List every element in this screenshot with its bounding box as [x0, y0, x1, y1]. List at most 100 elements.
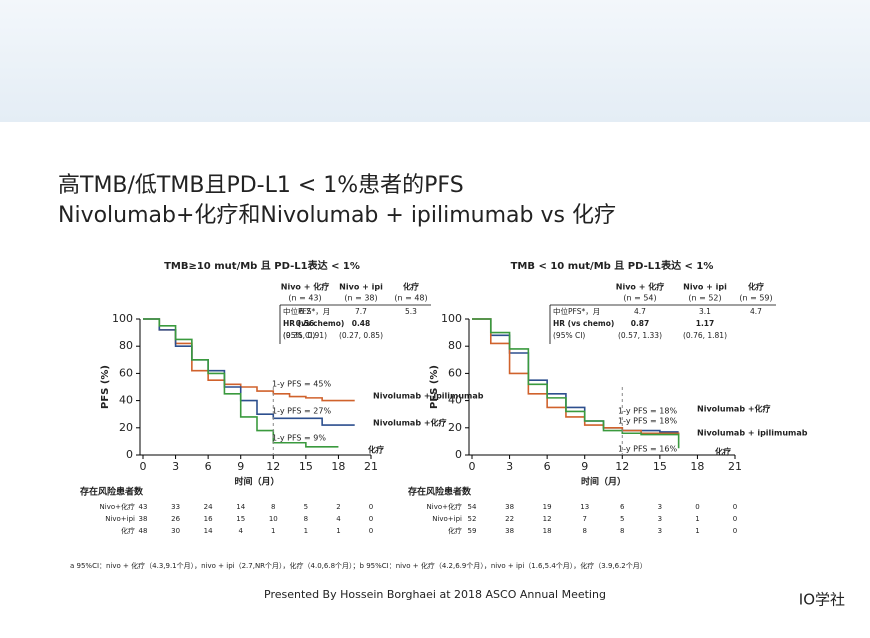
- risk-count: 5: [620, 515, 624, 523]
- risk-count: 33: [171, 503, 180, 511]
- risk-count: 1: [695, 515, 699, 523]
- km-curve: [143, 318, 355, 426]
- risk-count: 0: [733, 515, 737, 523]
- slide-body: [0, 122, 870, 638]
- risk-count: 13: [580, 503, 589, 511]
- stats-header-n: (n = 43): [288, 294, 321, 303]
- x-axis-label: 时间（月）: [234, 476, 279, 488]
- annotation: 1-y PFS = 16%: [618, 445, 677, 454]
- risk-count: 0: [695, 503, 699, 511]
- stats-header: 化疗: [403, 282, 419, 292]
- risk-count: 59: [468, 527, 477, 535]
- title-line: Nivolumab+化疗和Nivolumab + ipilimumab vs 化…: [58, 203, 616, 228]
- risk-count: 7: [582, 515, 586, 523]
- risk-count: 14: [204, 527, 213, 535]
- x-tick-label: 3: [172, 460, 179, 473]
- watermark: IO学社: [799, 591, 845, 609]
- x-tick-label: 12: [615, 460, 629, 473]
- x-tick-label: 21: [728, 460, 742, 473]
- chart-title: TMB < 10 mut/Mb 且 PD-L1表达 < 1%: [511, 259, 714, 272]
- risk-count: 16: [204, 515, 213, 523]
- risk-count: 3: [658, 527, 662, 535]
- y-axis-label: PFS (%): [429, 365, 440, 409]
- risk-count: 19: [543, 503, 552, 511]
- annotation: 1-y PFS = 27%: [272, 407, 331, 416]
- risk-count: 26: [171, 515, 180, 523]
- risk-name: Nivo+ipi: [105, 515, 135, 523]
- risk-count: 0: [733, 527, 737, 535]
- stats-header: Nivo + ipi: [339, 283, 383, 292]
- annotation: 1-y PFS = 45%: [272, 380, 331, 389]
- y-tick-label: 80: [448, 339, 462, 352]
- stats-label: 中位PFS*，月: [283, 306, 330, 316]
- x-tick-label: 15: [653, 460, 667, 473]
- km-curve: [472, 318, 680, 435]
- y-tick-label: 100: [112, 312, 133, 325]
- y-tick-label: 20: [119, 421, 133, 434]
- x-tick-label: 0: [140, 460, 147, 473]
- x-tick-label: 6: [205, 460, 212, 473]
- risk-count: 0: [369, 527, 373, 535]
- y-tick-label: 80: [119, 339, 133, 352]
- y-axis-label: PFS (%): [100, 365, 111, 409]
- x-tick-label: 12: [266, 460, 280, 473]
- series-label: Nivolumab + ipilimumab: [373, 392, 484, 401]
- risk-name: Nivo+ipi: [432, 515, 462, 523]
- x-tick-label: 0: [469, 460, 476, 473]
- y-tick-label: 60: [119, 366, 133, 379]
- stats-header: Nivo + 化疗: [616, 282, 664, 292]
- risk-count: 48: [139, 527, 148, 535]
- risk-count: 3: [658, 503, 662, 511]
- stats-cell: 7.7: [355, 307, 367, 316]
- y-tick-label: 20: [448, 421, 462, 434]
- stats-label: 中位PFS*，月: [553, 306, 600, 316]
- risk-count: 6: [620, 503, 625, 511]
- stats-cell: 0.56: [296, 319, 315, 328]
- stats-cell: (0.27, 0.85): [339, 331, 383, 340]
- stats-cell: 0.87: [631, 319, 650, 328]
- risk-count: 5: [304, 503, 308, 511]
- risk-count: 0: [369, 515, 373, 523]
- risk-count: 4: [336, 515, 341, 523]
- stats-cell: 0.48: [352, 319, 371, 328]
- stats-cell: (0.57, 1.33): [618, 331, 662, 340]
- x-tick-label: 18: [690, 460, 704, 473]
- km-curve: [143, 318, 339, 448]
- risk-name: 化疗: [121, 526, 135, 535]
- x-tick-label: 21: [364, 460, 378, 473]
- risk-count: 4: [238, 527, 243, 535]
- series-label: 化疗: [715, 447, 731, 457]
- series-label: Nivolumab +化疗: [373, 418, 447, 428]
- stats-header-n: (n = 38): [344, 294, 377, 303]
- annotation: 1-y PFS = 18%: [618, 407, 677, 416]
- header-band: [0, 0, 870, 122]
- risk-count: 22: [505, 515, 514, 523]
- risk-count: 8: [620, 527, 624, 535]
- risk-count: 1: [695, 527, 699, 535]
- y-tick-label: 0: [455, 448, 462, 461]
- risk-count: 1: [336, 527, 340, 535]
- x-tick-label: 3: [506, 460, 513, 473]
- stats-header: 化疗: [748, 282, 764, 292]
- series-label: 化疗: [368, 445, 384, 455]
- series-label: Nivolumab + ipilimumab: [697, 429, 808, 438]
- risk-count: 1: [304, 527, 308, 535]
- risk-count: 14: [236, 503, 245, 511]
- risk-count: 24: [204, 503, 213, 511]
- x-tick-label: 9: [237, 460, 244, 473]
- stats-header: Nivo + ipi: [683, 283, 727, 292]
- annotation: 1-y PFS = 9%: [272, 434, 326, 443]
- risk-count: 38: [505, 503, 514, 511]
- risk-count: 10: [269, 515, 278, 523]
- stats-cell: (0.35, 0.91): [283, 331, 327, 340]
- y-tick-label: 100: [441, 312, 462, 325]
- stats-cell: 4.7: [750, 307, 762, 316]
- risk-count: 15: [236, 515, 245, 523]
- chart-title: TMB≥10 mut/Mb 且 PD-L1表达 < 1%: [164, 259, 360, 272]
- stats-header-n: (n = 59): [739, 294, 772, 303]
- risk-count: 8: [304, 515, 308, 523]
- risk-count: 18: [543, 527, 552, 535]
- risk-count: 12: [543, 515, 552, 523]
- risk-count: 52: [468, 515, 477, 523]
